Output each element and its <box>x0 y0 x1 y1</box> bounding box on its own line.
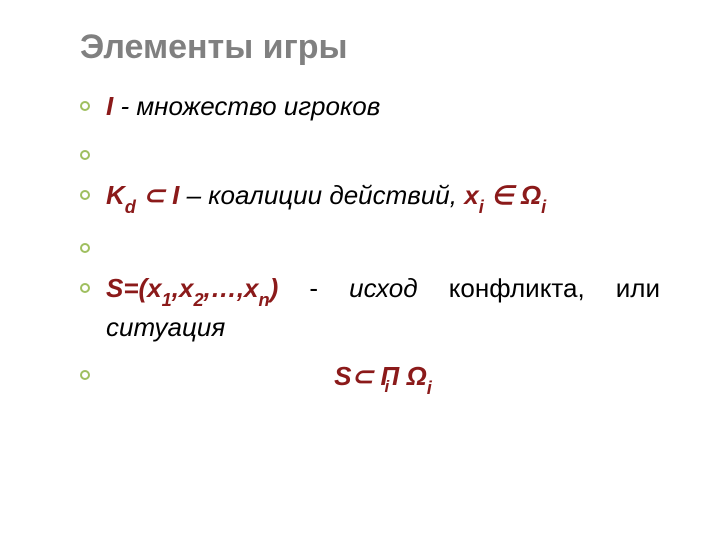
text-em: ситуация <box>106 312 225 342</box>
list-item: S⊂ П Ωi i <box>80 359 660 398</box>
term-text: ,x <box>172 273 194 303</box>
formula-line: S⊂ П Ωi i <box>106 359 660 398</box>
formula: S⊂ П Ωi i <box>334 359 432 398</box>
slide-title: Элементы игры <box>80 28 660 67</box>
term-Kd: Kd ⊂ I <box>106 180 179 210</box>
term-text: K <box>106 180 125 210</box>
term-text: ,…,x <box>204 273 259 303</box>
term-xi: xi ∈ Ωi <box>464 180 546 210</box>
term-sub: d <box>125 197 136 217</box>
term-S: S=(x1,x2,…,xn) <box>106 273 278 303</box>
term-sub: i <box>427 378 432 398</box>
product-index: i <box>385 376 390 399</box>
text: - множество игроков <box>113 91 380 121</box>
text: конфликта, или <box>418 273 660 303</box>
list-item: S=(x1,x2,…,xn) - исход конфликта, или си… <box>80 271 660 345</box>
list-item-empty <box>80 138 660 164</box>
term-text: S=(x <box>106 273 162 303</box>
term-sub: i <box>479 197 484 217</box>
term-sub: i <box>541 197 546 217</box>
list-item-empty <box>80 231 660 257</box>
list-item: I - множество игроков <box>80 89 660 124</box>
term-text: x <box>464 180 478 210</box>
term-sub: 1 <box>162 290 172 310</box>
slide: Элементы игры I - множество игроков Kd ⊂… <box>0 0 720 540</box>
bullet-list: I - множество игроков Kd ⊂ I – коалиции … <box>80 89 660 397</box>
term-sub: 2 <box>193 290 203 310</box>
text: – коалиции действий, <box>179 180 464 210</box>
list-item: Kd ⊂ I – коалиции действий, xi ∈ Ωi <box>80 178 660 217</box>
term-text: ) <box>270 273 279 303</box>
text: - <box>278 273 349 303</box>
term-S-subset: S⊂ П Ωi <box>334 361 432 391</box>
term-sub: n <box>259 290 270 310</box>
term-text: ∈ Ω <box>484 180 541 210</box>
term-text: S⊂ П Ω <box>334 361 427 391</box>
text-em: исход <box>349 273 417 303</box>
term-text: ⊂ I <box>136 180 179 210</box>
